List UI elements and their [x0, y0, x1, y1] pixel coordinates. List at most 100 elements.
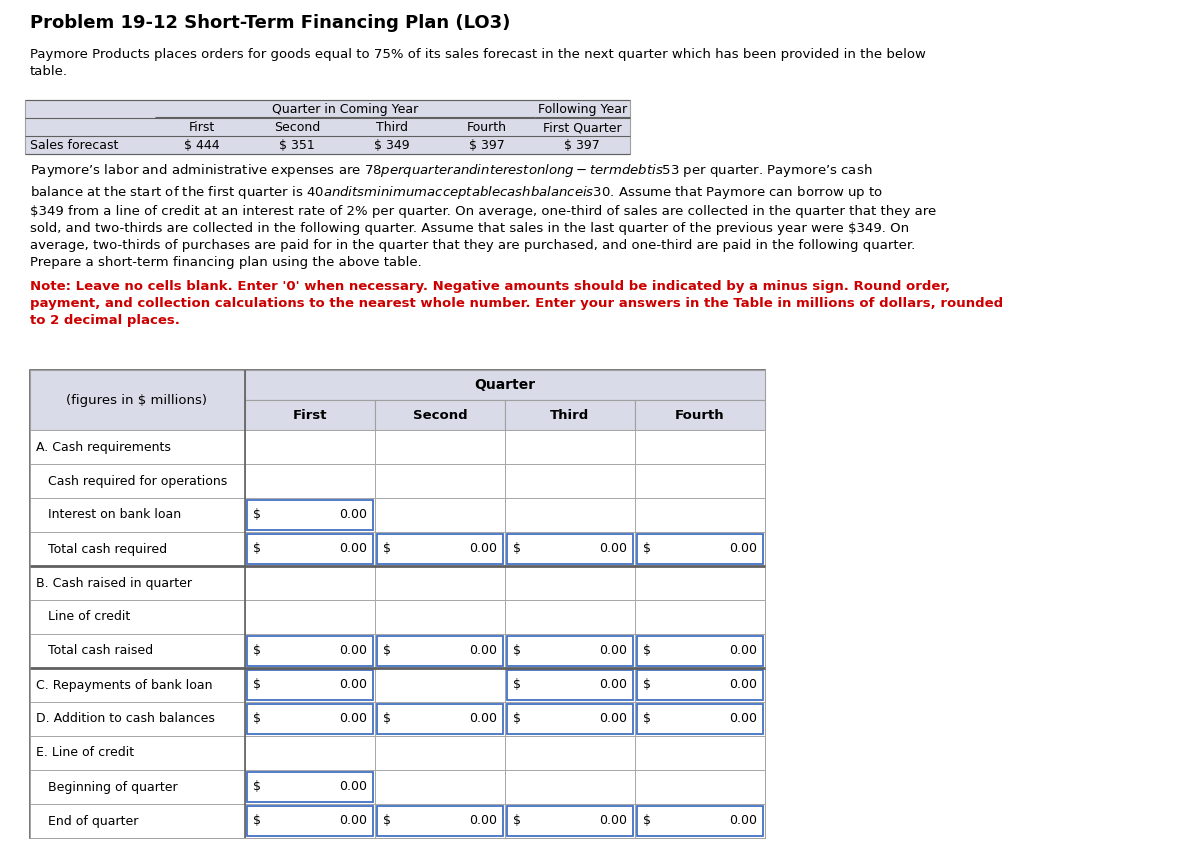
Text: 0.00: 0.00 [469, 542, 497, 555]
Text: 0.00: 0.00 [340, 508, 367, 522]
Bar [508, 806, 634, 836]
Bar [245, 600, 374, 634]
Bar [245, 804, 374, 838]
Bar [245, 430, 374, 464]
Text: End of quarter: End of quarter [36, 814, 138, 828]
Bar [247, 636, 373, 666]
Bar [30, 770, 245, 804]
Bar [635, 532, 766, 566]
Text: E. Line of credit: E. Line of credit [36, 746, 134, 759]
Text: 0.00: 0.00 [730, 679, 757, 692]
Text: B. Cash raised in quarter: B. Cash raised in quarter [36, 577, 192, 590]
Bar [245, 668, 374, 702]
Text: 0.00: 0.00 [730, 712, 757, 726]
Bar [635, 702, 766, 736]
Text: Note: Leave no cells blank. Enter '0' when necessary. Negative amounts should be: Note: Leave no cells blank. Enter '0' wh… [30, 280, 1003, 327]
Bar [247, 806, 373, 836]
Bar [374, 702, 505, 736]
Text: 0.00: 0.00 [340, 814, 367, 828]
Text: $ 444: $ 444 [184, 139, 220, 152]
Bar [245, 702, 374, 736]
Text: $ 351: $ 351 [280, 139, 314, 152]
Bar [30, 804, 245, 838]
Text: Cash required for operations: Cash required for operations [36, 475, 227, 488]
Bar [635, 770, 766, 804]
Text: $: $ [643, 644, 650, 657]
Text: Problem 19-12 Short-Term Financing Plan (LO3): Problem 19-12 Short-Term Financing Plan … [30, 14, 510, 32]
Bar [30, 566, 245, 600]
Text: First Quarter: First Quarter [542, 121, 622, 134]
Bar [505, 400, 635, 430]
Bar [505, 804, 635, 838]
Bar [637, 636, 763, 666]
Text: Third: Third [376, 121, 408, 134]
Bar [635, 804, 766, 838]
Text: $: $ [253, 542, 262, 555]
Bar [30, 600, 245, 634]
Bar [635, 566, 766, 600]
Text: 0.00: 0.00 [599, 679, 628, 692]
Text: 0.00: 0.00 [599, 814, 628, 828]
Text: $: $ [253, 814, 262, 828]
Bar [505, 634, 635, 668]
Bar [30, 634, 245, 668]
Bar [247, 534, 373, 564]
Text: $: $ [514, 679, 521, 692]
Text: First: First [293, 409, 328, 422]
Bar [505, 770, 635, 804]
Text: 0.00: 0.00 [730, 814, 757, 828]
Bar [377, 704, 503, 734]
Bar [635, 668, 766, 702]
Bar [505, 498, 635, 532]
Text: Beginning of quarter: Beginning of quarter [36, 781, 178, 794]
Bar [635, 430, 766, 464]
Bar [635, 400, 766, 430]
Text: Second: Second [274, 121, 320, 134]
Bar [374, 770, 505, 804]
Bar [508, 534, 634, 564]
Text: Fourth: Fourth [467, 121, 508, 134]
Text: 0.00: 0.00 [469, 644, 497, 657]
Text: Paymore Products places orders for goods equal to 75% of its sales forecast in t: Paymore Products places orders for goods… [30, 48, 926, 78]
Bar [30, 430, 245, 464]
Bar [245, 532, 374, 566]
Text: 0.00: 0.00 [469, 712, 497, 726]
Bar [374, 400, 505, 430]
Text: $ 397: $ 397 [469, 139, 505, 152]
Text: $: $ [514, 644, 521, 657]
Bar [30, 736, 245, 770]
Bar [30, 464, 245, 498]
Bar [245, 498, 374, 532]
Bar [374, 600, 505, 634]
Bar [505, 464, 635, 498]
Text: $: $ [383, 542, 391, 555]
Text: Following Year: Following Year [538, 103, 628, 116]
Bar [635, 498, 766, 532]
Bar [377, 806, 503, 836]
Bar [245, 464, 374, 498]
Text: Third: Third [551, 409, 589, 422]
Text: $: $ [643, 814, 650, 828]
Bar [374, 566, 505, 600]
Bar [247, 704, 373, 734]
Text: $: $ [253, 712, 262, 726]
Bar [505, 566, 635, 600]
Bar [637, 670, 763, 700]
Bar [30, 668, 245, 702]
Bar [508, 670, 634, 700]
Bar [247, 500, 373, 530]
Text: 0.00: 0.00 [730, 644, 757, 657]
Text: 0.00: 0.00 [730, 542, 757, 555]
Bar [377, 534, 503, 564]
Bar [637, 806, 763, 836]
Bar [508, 704, 634, 734]
Text: Total cash required: Total cash required [36, 542, 167, 555]
Bar [377, 636, 503, 666]
Bar [505, 600, 635, 634]
Text: 0.00: 0.00 [340, 679, 367, 692]
Bar [637, 704, 763, 734]
Text: Total cash raised: Total cash raised [36, 644, 154, 657]
Text: A. Cash requirements: A. Cash requirements [36, 440, 170, 453]
Text: First: First [188, 121, 215, 134]
Bar [245, 736, 374, 770]
